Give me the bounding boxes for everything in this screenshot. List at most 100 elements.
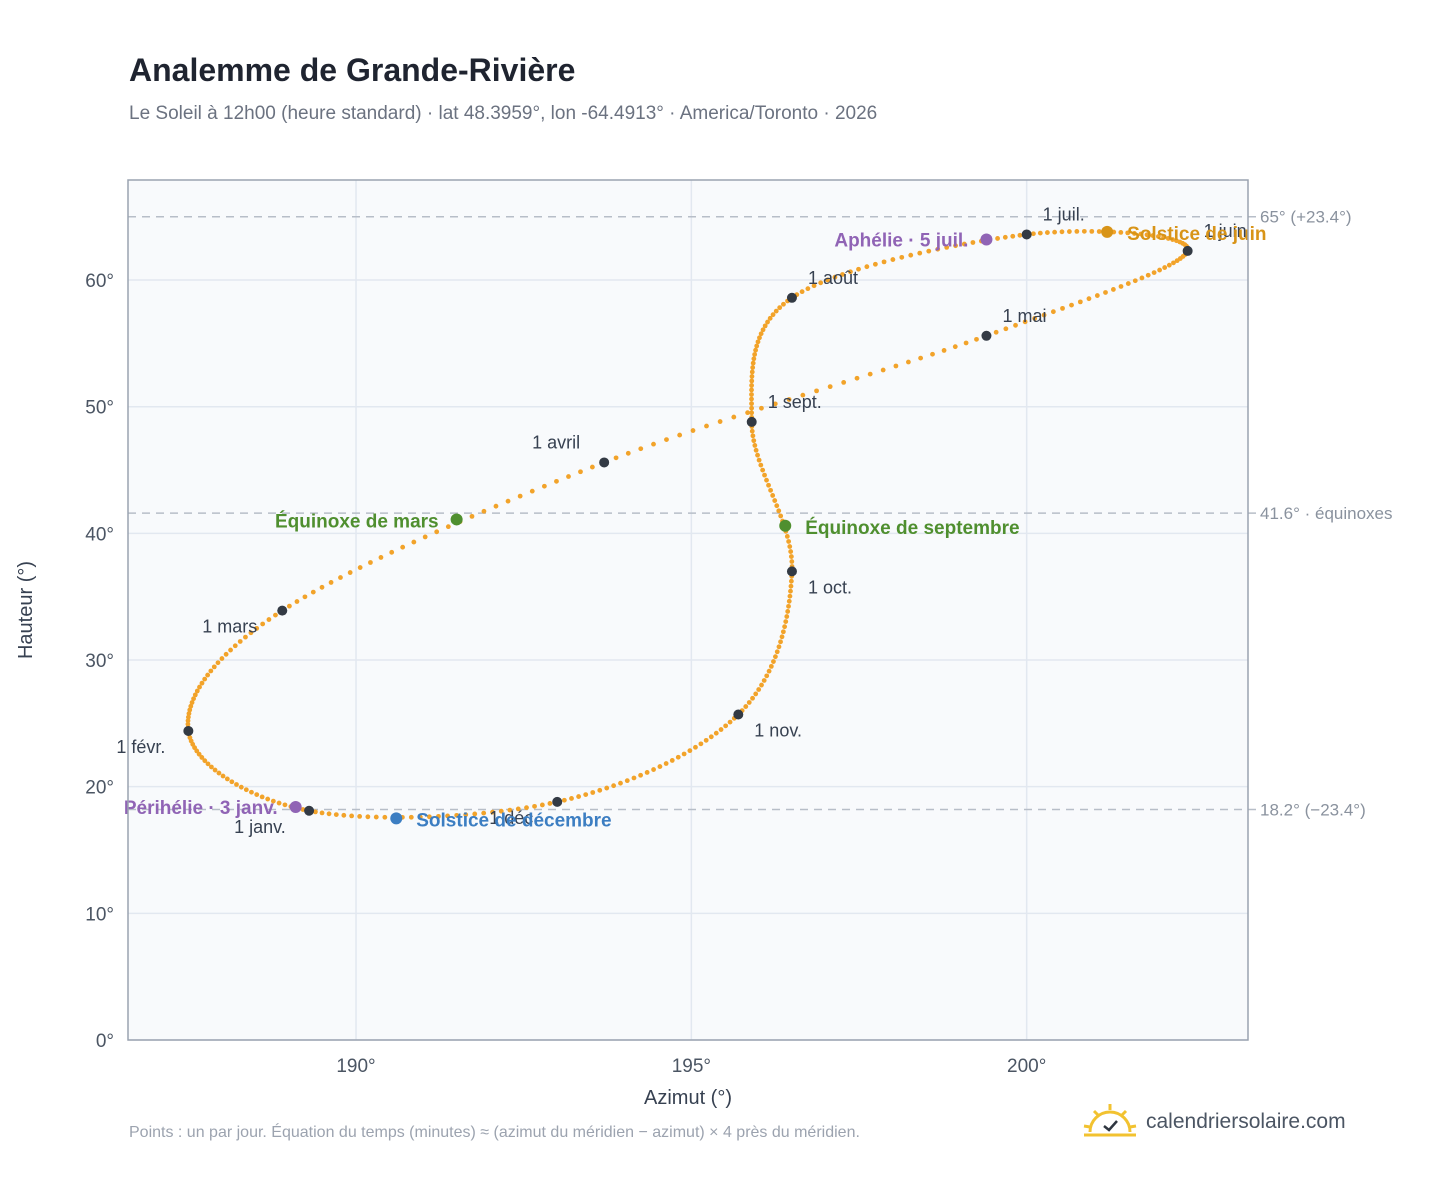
axes: 0° 10° 20° 30° 40° 50° 60° 190° 195° 200° [85, 271, 1046, 1077]
daily-point [781, 301, 786, 307]
daily-point [624, 778, 630, 784]
daily-point [310, 589, 316, 595]
daily-point [270, 798, 276, 804]
daily-point [758, 462, 764, 468]
daily-point [224, 776, 230, 782]
daily-point [199, 680, 205, 686]
daily-point [764, 477, 769, 483]
daily-point [186, 711, 192, 716]
daily-point [805, 286, 811, 292]
daily-point [547, 801, 553, 806]
daily-point [776, 508, 782, 514]
daily-point [638, 772, 643, 778]
daily-point [426, 814, 432, 820]
daily-point [731, 414, 737, 420]
daily-point [382, 814, 388, 820]
daily-point [187, 707, 193, 713]
daily-point [893, 363, 899, 369]
x-tick-label: 195° [672, 1056, 711, 1077]
month-label: 1 mai [1002, 306, 1046, 326]
daily-point [454, 812, 460, 818]
y-tick-label: 20° [85, 778, 114, 799]
daily-point [357, 565, 363, 570]
daily-point [760, 327, 766, 333]
daily-point [347, 570, 353, 575]
daily-point [208, 668, 214, 674]
daily-point [631, 775, 637, 781]
daily-point [698, 741, 704, 747]
daily-point [778, 639, 783, 645]
daily-point [282, 802, 288, 808]
daily-point [749, 392, 754, 397]
daily-point [1162, 265, 1168, 270]
daily-point [864, 264, 870, 270]
reference-line-label: 65° (+23.4°) [1260, 208, 1352, 227]
daily-point [995, 236, 1000, 241]
daily-point [848, 269, 853, 275]
daily-point [234, 782, 239, 787]
daily-point [185, 718, 191, 724]
daily-point [749, 396, 754, 402]
daily-point [761, 678, 767, 683]
daily-point [762, 323, 768, 329]
daily-point [266, 617, 272, 622]
month-label: 1 oct. [808, 577, 852, 597]
brand-name[interactable]: calendriersolaire.com [1146, 1110, 1346, 1133]
daily-point [657, 764, 663, 769]
month-marker [733, 709, 744, 720]
daily-point [541, 483, 547, 489]
daily-point [223, 651, 229, 657]
daily-point [436, 813, 441, 819]
daily-point [768, 663, 774, 669]
daily-point [338, 575, 343, 580]
daily-point [319, 810, 325, 816]
daily-point [232, 643, 238, 649]
month-label: 1 mars [202, 617, 257, 637]
daily-point [690, 428, 696, 433]
daily-point [202, 758, 208, 764]
daily-point [188, 703, 194, 709]
event-marker [779, 519, 792, 532]
daily-point [941, 348, 947, 353]
daily-point [786, 603, 791, 609]
daily-point [259, 794, 265, 800]
daily-point [751, 356, 757, 362]
daily-point [786, 539, 792, 544]
daily-point [789, 559, 795, 564]
daily-point [751, 438, 757, 444]
daily-point [273, 612, 278, 618]
daily-point [1174, 238, 1179, 244]
daily-point [507, 807, 513, 813]
daily-point [756, 687, 762, 692]
daily-point [472, 811, 478, 817]
brand[interactable]: calendriersolaire.com [1082, 1102, 1346, 1142]
daily-point [1139, 275, 1145, 281]
daily-point [613, 455, 619, 461]
event-marker [1101, 225, 1114, 238]
daily-point [481, 810, 487, 816]
daily-point [908, 252, 914, 258]
daily-point [749, 378, 755, 384]
daily-point [759, 682, 764, 688]
daily-point [229, 779, 235, 785]
daily-point [930, 351, 935, 357]
daily-point [1103, 290, 1108, 295]
reference-line-label: 41.6° · équinoxes [1260, 504, 1393, 523]
event-label: Solstice de décembre [416, 810, 611, 831]
daily-point [1132, 278, 1138, 284]
daily-point [373, 814, 379, 820]
daily-point [963, 340, 969, 346]
daily-point [1010, 233, 1016, 239]
event-label: Solstice de juin [1127, 224, 1266, 245]
daily-point [254, 625, 260, 631]
reference-line-label: 18.2° (−23.4°) [1260, 800, 1366, 819]
daily-point [750, 433, 756, 439]
daily-point [243, 634, 248, 640]
daily-point [784, 534, 790, 539]
daily-point [840, 272, 845, 277]
x-axis-label: Azimut (°) [644, 1087, 732, 1109]
daily-point [566, 474, 571, 479]
daily-point [625, 450, 631, 456]
daily-point [935, 246, 941, 252]
daily-point [1155, 234, 1161, 239]
